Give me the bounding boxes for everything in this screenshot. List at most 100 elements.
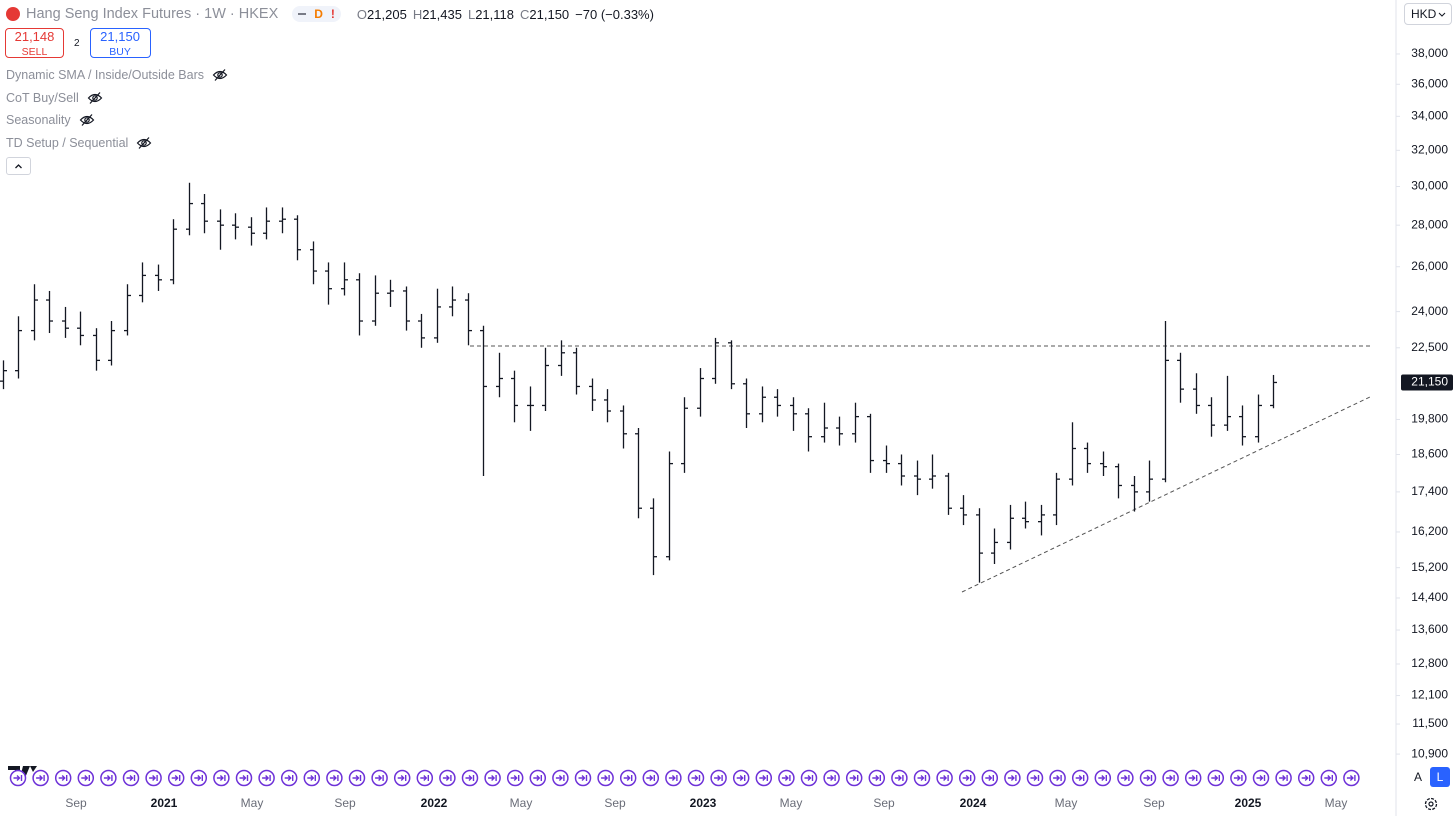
event-icon	[823, 769, 840, 787]
indicator-row[interactable]: Seasonality	[6, 113, 95, 127]
event-icon	[868, 769, 886, 787]
buy-price: 21,150	[100, 29, 140, 44]
symbol-title[interactable]: Hang Seng Index Futures · 1W · HKEX	[26, 6, 279, 22]
event-icon	[100, 769, 117, 787]
axes: 38,000 36,000 34,000 32,000 30,000 28,000 26,0…	[65, 46, 1453, 810]
ohlc-bar	[821, 402, 828, 443]
log-scale-button[interactable]: L	[1430, 767, 1450, 787]
ohlc-bar	[542, 347, 549, 412]
event-icon	[1297, 769, 1315, 787]
ohlc-bar	[883, 445, 890, 473]
event-icon	[1026, 769, 1044, 787]
ohlc-bar	[1146, 460, 1153, 502]
ohlc-bar	[62, 306, 69, 338]
ohlc-bar	[449, 286, 456, 317]
y-tick-label: 36,000	[1411, 76, 1448, 90]
ohlc-bar	[93, 328, 100, 371]
ohlc-bar	[139, 262, 146, 303]
event-icon	[710, 769, 727, 787]
event-icon	[732, 769, 750, 787]
ohlc-high: H21,435	[413, 7, 462, 22]
buy-label: BUY	[109, 46, 131, 58]
key: L	[467, 6, 476, 22]
quantity: 2	[74, 37, 80, 49]
key: O	[356, 6, 368, 22]
y-tick-label: 12,800	[1411, 656, 1448, 670]
sell-price: 21,148	[14, 29, 55, 44]
ohlc-bar	[743, 378, 750, 429]
ohlc-bar	[263, 207, 270, 240]
last-price-marker	[1401, 374, 1453, 391]
buy-button[interactable]: 21,150 BUY	[89, 28, 151, 58]
trend-line	[961, 395, 1373, 593]
event-icon	[1117, 769, 1134, 787]
hidden-eye-icon[interactable]	[212, 68, 228, 82]
ohlc-bar	[1022, 501, 1029, 529]
pill-minus	[298, 13, 307, 15]
ohlc-bar	[1162, 321, 1169, 483]
sell-button[interactable]: 21,148 SELL	[5, 28, 64, 58]
y-tick-label: 14,400	[1411, 590, 1448, 604]
x-tick-label: May	[1325, 796, 1348, 810]
currency-select[interactable]: HKD	[1404, 3, 1452, 25]
event-icon	[190, 769, 208, 787]
ohlc-bar	[697, 368, 704, 417]
y-tick-label: 18,600	[1411, 447, 1448, 461]
ohlc-bar	[1208, 397, 1215, 437]
ohlc-bar	[496, 352, 503, 398]
ohlc-bar	[836, 416, 843, 446]
event-icon	[665, 769, 682, 787]
hidden-eye-icon[interactable]	[87, 91, 103, 105]
ohlc-bar	[310, 241, 317, 285]
ohlc-bar	[170, 219, 177, 285]
ohlc-bar	[1177, 352, 1184, 403]
x-tick-label: Sep	[604, 796, 626, 810]
event-icon	[484, 769, 501, 787]
x-tick-label: Sep	[65, 796, 87, 810]
collapse-button[interactable]	[6, 157, 31, 175]
ohlc-bar	[929, 454, 936, 489]
ohlc-bar	[945, 472, 952, 515]
settings-icon[interactable]	[1423, 796, 1439, 812]
ohlc-bar	[248, 217, 255, 246]
indicator-name: CoT Buy/Sell	[6, 90, 79, 105]
event-icon	[1252, 769, 1270, 787]
ohlc-bar	[573, 347, 580, 395]
event-icon	[326, 769, 343, 787]
ohlc-bar	[294, 215, 301, 261]
event-icon	[506, 769, 524, 787]
indicator-row[interactable]: CoT Buy/Sell	[6, 91, 103, 105]
y-tick-label: 19,800	[1411, 412, 1448, 426]
hidden-eye-icon[interactable]	[79, 113, 95, 127]
event-icon	[1275, 769, 1292, 787]
key: C	[520, 6, 530, 22]
indicator-row[interactable]: TD Setup / Sequential	[6, 136, 152, 150]
ohlc-bar	[960, 495, 967, 526]
event-icon	[348, 769, 366, 787]
value: 21,435	[422, 6, 462, 22]
event-icon	[845, 769, 863, 787]
ohlc-bar	[712, 337, 719, 384]
x-tick-label: May	[510, 796, 533, 810]
ohlc-bar	[1255, 394, 1262, 443]
auto-scale-button[interactable]: A	[1413, 770, 1422, 784]
event-icon	[54, 769, 72, 787]
ohlc-bar	[558, 340, 565, 376]
event-icon	[32, 769, 49, 787]
x-tick-label: Sep	[1143, 796, 1165, 810]
event-icon	[280, 769, 298, 787]
y-tick-label: 26,000	[1411, 259, 1448, 273]
x-tick-label: 2024	[960, 796, 987, 810]
x-tick-label: May	[241, 796, 264, 810]
status-pill[interactable]: D !	[292, 6, 341, 22]
event-icon	[1049, 769, 1066, 787]
ohlc-bar	[1270, 374, 1277, 409]
indicator-row[interactable]: Dynamic SMA / Inside/Outside Bars	[6, 68, 228, 82]
event-icon	[597, 769, 614, 787]
y-tick-label: 24,000	[1411, 304, 1448, 318]
ohlc-bar	[898, 454, 905, 486]
event-icon	[1184, 769, 1202, 787]
ohlc-bar	[867, 413, 874, 473]
event-icon	[552, 769, 569, 787]
hidden-eye-icon[interactable]	[136, 136, 152, 150]
